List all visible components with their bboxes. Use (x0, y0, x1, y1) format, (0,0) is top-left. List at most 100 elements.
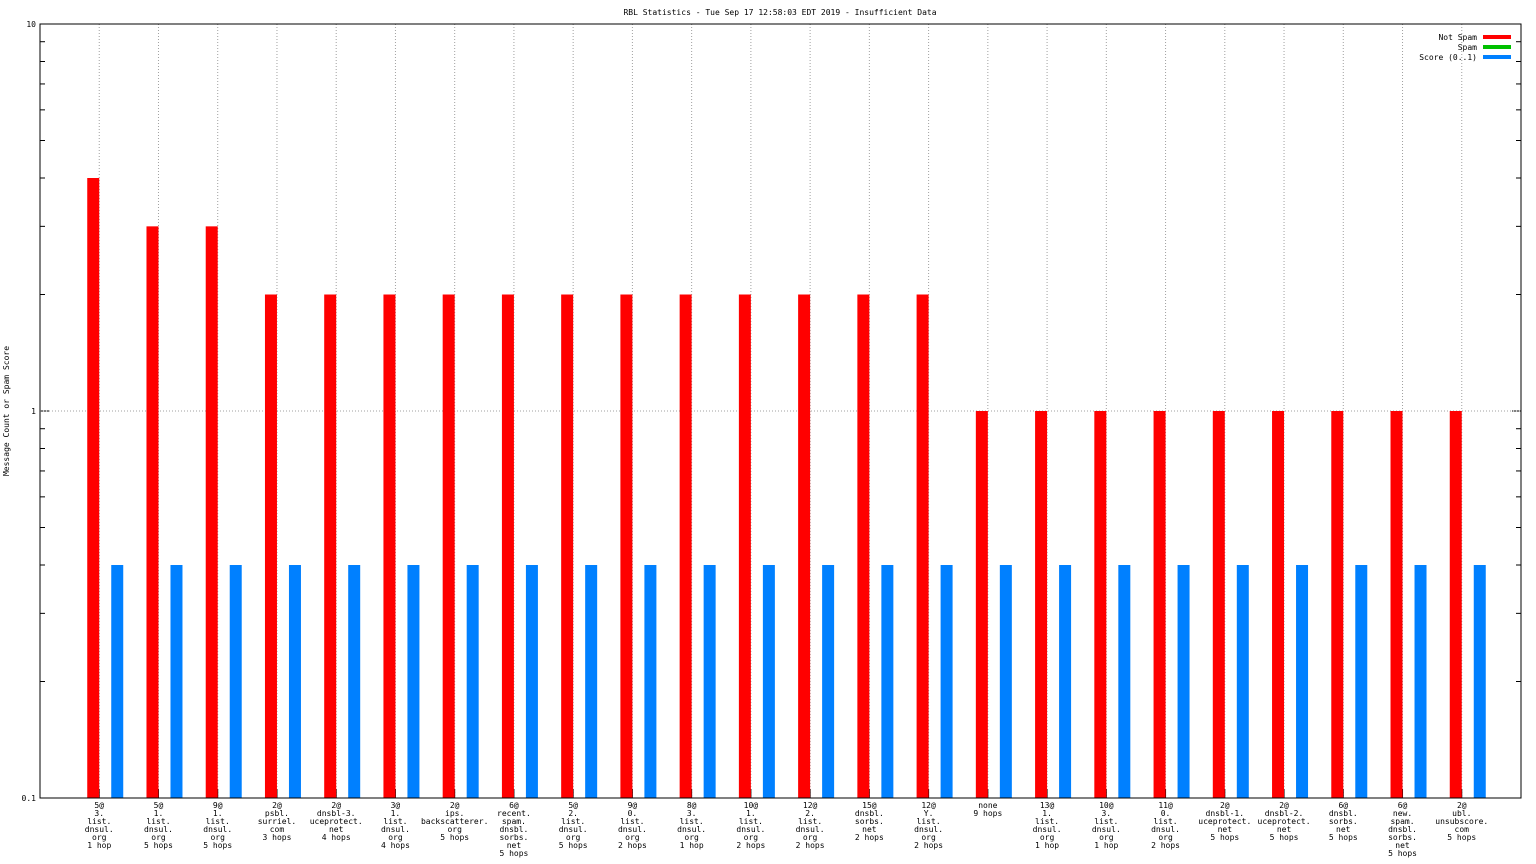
x-tick-label: org (388, 833, 403, 842)
x-tick-label: org (1158, 833, 1173, 842)
x-tick-label: 2@ (272, 801, 282, 810)
x-tick-label: dnsbl. (1329, 809, 1358, 818)
x-tick-label: 4 hops (322, 833, 351, 842)
x-tick-label: spam. (1390, 817, 1414, 826)
bar (324, 294, 337, 798)
x-tick-label: 9 hops (973, 809, 1002, 818)
x-tick-label: 4 hops (381, 841, 410, 850)
bar (442, 294, 455, 798)
x-tick-label: 12@ (803, 801, 818, 810)
x-tick-label: list. (146, 817, 170, 826)
x-tick-label: org (566, 833, 581, 842)
bar (620, 294, 633, 798)
bar (229, 565, 242, 798)
x-tick-label: 5 hops (144, 841, 173, 850)
x-tick-label: org (1040, 833, 1055, 842)
bar (1212, 411, 1225, 798)
x-tick-label: 0. (1161, 809, 1171, 818)
bar (1272, 411, 1285, 798)
x-tick-label: 5 hops (1447, 833, 1476, 842)
legend-label: Spam (1458, 43, 1477, 52)
x-tick-label: dnsul. (736, 825, 765, 834)
x-tick-label: dnsul. (618, 825, 647, 834)
x-tick-label: 2 hops (914, 841, 943, 850)
x-tick-label: 1. (213, 809, 223, 818)
x-tick-label: list. (87, 817, 111, 826)
x-tick-label: net (862, 825, 877, 834)
bar (1035, 411, 1048, 798)
x-tick-label: new. (1393, 809, 1412, 818)
bar (1331, 411, 1344, 798)
x-tick-label: 6@ (1338, 801, 1348, 810)
x-tick-label: net (1218, 825, 1233, 834)
x-tick-label: org (625, 833, 640, 842)
chart-title: RBL Statistics - Tue Sep 17 12:58:03 EDT… (623, 8, 936, 17)
x-tick-label: uceprotect. (310, 817, 363, 826)
x-tick-label: 3. (687, 809, 697, 818)
bar (205, 226, 218, 799)
bar (703, 565, 716, 798)
x-tick-label: 0. (628, 809, 638, 818)
x-tick-label: backscatterer. (421, 817, 488, 826)
bar (822, 565, 835, 798)
x-tick-label: 9@ (213, 801, 223, 810)
x-tick-label: dnsul. (1033, 825, 1062, 834)
x-tick-label: ips. (445, 809, 464, 818)
x-tick-label: list. (1094, 817, 1118, 826)
bar (1059, 565, 1072, 798)
x-tick-label: 11@ (1158, 801, 1173, 810)
x-tick-label: 5@ (94, 801, 104, 810)
x-tick-label: 5 hops (559, 841, 588, 850)
legend-swatch (1483, 45, 1511, 49)
x-tick-label: list. (561, 817, 585, 826)
x-tick-label: 5 hops (1210, 833, 1239, 842)
x-tick-label: 5@ (154, 801, 164, 810)
x-tick-label: 6@ (509, 801, 519, 810)
x-tick-label: com (1455, 825, 1470, 834)
x-tick-label: uceprotect. (1198, 817, 1251, 826)
x-tick-label: net (1395, 841, 1410, 850)
x-tick-label: 2@ (1279, 801, 1289, 810)
x-tick-label: 5 hops (203, 841, 232, 850)
x-tick-label: 2@ (1457, 801, 1467, 810)
bar (1094, 411, 1107, 798)
y-axis-label: Message Count or Spam Score (2, 346, 11, 476)
x-tick-label: 5 hops (440, 833, 469, 842)
x-tick-label: org (151, 833, 166, 842)
x-tick-label: 13@ (1040, 801, 1055, 810)
x-tick-label: dnsbl. (499, 825, 528, 834)
y-tick-label: 10 (26, 20, 36, 29)
x-tick-label: 2. (568, 809, 578, 818)
x-tick-label: surriel. (258, 817, 297, 826)
x-tick-label: 1. (1042, 809, 1052, 818)
x-tick-label: org (210, 833, 225, 842)
bar (1236, 565, 1249, 798)
x-tick-label: list. (383, 817, 407, 826)
bar (644, 565, 657, 798)
legend-swatch (1483, 35, 1511, 39)
bar (975, 411, 988, 798)
x-tick-label: 3 hops (263, 833, 292, 842)
x-tick-label: spam. (502, 817, 526, 826)
x-tick-label: none (978, 801, 997, 810)
x-tick-label: org (684, 833, 699, 842)
x-tick-label: 10@ (744, 801, 759, 810)
bar (288, 565, 301, 798)
legend-swatch (1483, 55, 1511, 59)
plot-frame (39, 23, 1522, 799)
x-tick-label: dnsul. (559, 825, 588, 834)
bar (1449, 411, 1462, 798)
x-tick-label: dnsul. (203, 825, 232, 834)
bar (525, 565, 538, 798)
x-tick-label: 1 hop (1094, 841, 1118, 850)
x-tick-label: org (447, 825, 462, 834)
x-tick-label: dnsbl-2. (1265, 809, 1304, 818)
bar (881, 565, 894, 798)
x-tick-label: 12@ (921, 801, 936, 810)
x-tick-label: unsubscore. (1435, 817, 1488, 826)
x-tick-label: dnsul. (85, 825, 114, 834)
x-tick-label: uceprotect. (1258, 817, 1311, 826)
x-tick-label: dnsbl-3. (317, 809, 356, 818)
